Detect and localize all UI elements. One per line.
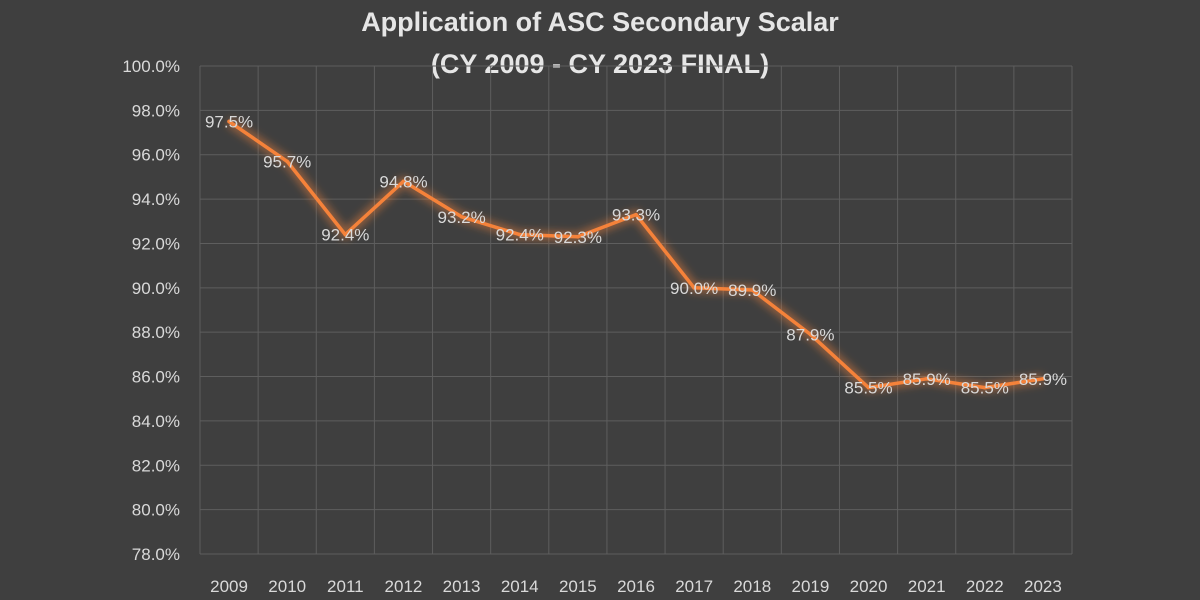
data-label: 97.5% — [205, 112, 253, 131]
x-tick-label: 2023 — [1024, 577, 1062, 596]
x-tick-label: 2020 — [850, 577, 888, 596]
data-point — [517, 232, 522, 237]
data-point — [634, 212, 638, 217]
series-line-glow — [226, 117, 1044, 393]
data-label: 85.9% — [1019, 370, 1067, 389]
x-tick-label: 2009 — [210, 577, 248, 596]
x-axis-ticks: 2009 2010 2011 2012 2013 2014 2015 2016 2017 2018… — [210, 577, 1062, 596]
series-layer — [226, 117, 1045, 393]
data-label: 89.9% — [728, 281, 776, 300]
y-tick-label: 88.0% — [132, 323, 180, 342]
y-tick-label: 92.0% — [132, 234, 180, 253]
x-tick-label: 2015 — [559, 577, 597, 596]
data-point — [227, 119, 231, 124]
x-tick-label: 2021 — [908, 577, 946, 596]
x-tick-label: 2010 — [268, 577, 306, 596]
y-tick-label: 94.0% — [132, 190, 180, 209]
data-label: 92.4% — [496, 226, 544, 245]
data-point — [401, 179, 406, 184]
data-label: 85.5% — [844, 379, 892, 398]
y-tick-label: 100.0% — [122, 57, 180, 76]
data-point — [808, 332, 813, 337]
y-tick-label: 84.0% — [132, 412, 180, 431]
data-point — [866, 385, 871, 390]
x-tick-label: 2018 — [733, 577, 771, 596]
data-point — [983, 385, 987, 390]
data-point — [576, 235, 580, 239]
x-tick-label: 2016 — [617, 577, 655, 596]
data-labels: 97.5% 95.7% 92.4% 94.8% 93.2% 92.4% 92.3% 93.3%… — [205, 112, 1067, 397]
x-tick-label: 2019 — [791, 577, 829, 596]
x-tick-label: 2014 — [501, 577, 539, 596]
x-tick-label: 2013 — [443, 577, 481, 596]
x-tick-label: 2017 — [675, 577, 713, 596]
data-point — [750, 288, 755, 292]
data-label: 92.3% — [554, 228, 602, 247]
data-label: 94.8% — [379, 172, 427, 191]
data-label: 92.4% — [321, 226, 369, 245]
y-tick-label: 80.0% — [132, 501, 180, 520]
data-label: 95.7% — [263, 152, 311, 171]
data-point — [1041, 376, 1045, 381]
data-point — [343, 232, 348, 237]
data-label: 87.9% — [786, 325, 834, 344]
y-tick-label: 90.0% — [132, 279, 180, 298]
data-point — [285, 159, 290, 164]
chart-subtitle: (CY 2009 - CY 2023 FINAL) — [430, 49, 770, 79]
grid — [199, 65, 1073, 555]
data-point — [459, 215, 464, 219]
data-point — [692, 286, 696, 290]
data-point — [924, 376, 929, 381]
data-label: 90.0% — [670, 279, 718, 298]
y-tick-label: 86.0% — [132, 368, 180, 387]
x-tick-label: 2011 — [327, 577, 364, 596]
chart-title: Application of ASC Secondary Scalar — [361, 7, 839, 37]
x-tick-label: 2022 — [966, 577, 1004, 596]
data-label: 93.3% — [612, 206, 660, 225]
y-tick-label: 78.0% — [132, 545, 180, 564]
y-tick-label: 96.0% — [132, 146, 180, 165]
y-tick-label: 82.0% — [132, 456, 180, 475]
series-line — [227, 119, 1045, 390]
data-label: 93.2% — [437, 208, 485, 227]
data-label: 85.9% — [903, 370, 951, 389]
data-label: 85.5% — [961, 379, 1009, 398]
y-tick-label: 98.0% — [132, 101, 180, 120]
x-tick-label: 2012 — [385, 577, 423, 596]
y-axis-ticks: 78.0% 80.0% 82.0% 84.0% 86.0% 88.0% 90.0% 92.0%… — [122, 57, 180, 564]
